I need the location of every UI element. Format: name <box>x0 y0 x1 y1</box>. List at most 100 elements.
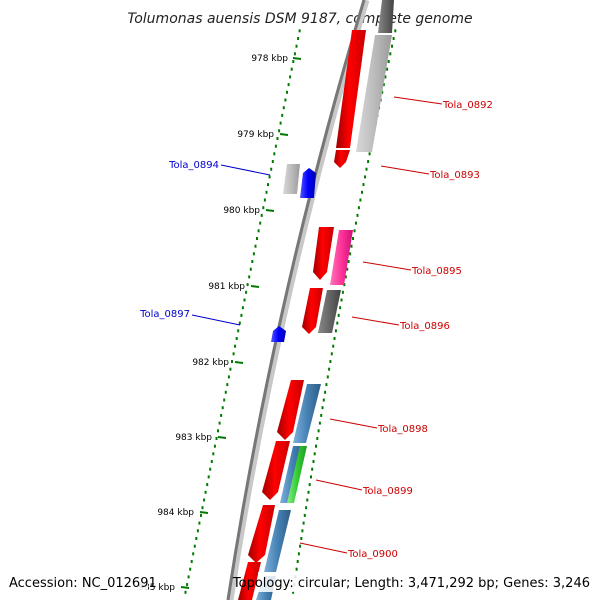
tick-ring-dot <box>293 52 296 56</box>
footer-backdrop-right <box>258 572 596 592</box>
kbp-tick <box>180 586 190 589</box>
topology-text: Topology: circular; Length: 3,471,292 bp… <box>232 576 590 591</box>
tick-ring-dot <box>195 537 198 540</box>
gene-tola-0897[interactable] <box>271 326 286 342</box>
tick-label: 984 kbp <box>157 508 194 518</box>
tick-ring-dot <box>279 121 282 125</box>
tick-ring-dot <box>227 375 230 379</box>
feature-block-gray <box>356 35 392 152</box>
kbp-tick <box>279 133 289 136</box>
tick-ring-dot <box>278 129 281 133</box>
tick-ring-dot <box>262 206 265 210</box>
outer-ring-dot <box>344 275 347 279</box>
gene-label-tola-0894[interactable]: Tola_0894 <box>168 160 219 171</box>
outer-ring-dot <box>341 290 344 294</box>
outer-ring-dot <box>357 206 360 210</box>
gene-tola-0894[interactable] <box>300 168 316 198</box>
outer-ring-dot <box>310 475 312 479</box>
gene-label-tola-0897[interactable]: Tola_0897 <box>139 309 190 320</box>
tick-ring <box>184 29 301 594</box>
leader-tola-0893 <box>380 165 430 175</box>
kbp-tick <box>234 361 244 364</box>
gene-tola-0895[interactable] <box>313 227 334 280</box>
outer-ring-dot <box>301 529 304 533</box>
outer-ring-dot <box>313 452 316 456</box>
tick-ring-dot <box>226 383 229 387</box>
feature-block-blue <box>264 510 291 572</box>
leader-tola-0896 <box>351 316 400 326</box>
outer-ring-dot <box>308 483 311 487</box>
leader-tola-0895 <box>362 261 412 271</box>
gene-tola-0892[interactable] <box>336 30 366 148</box>
tick-ring-dot <box>217 429 219 433</box>
outer-ring-dot <box>387 60 390 63</box>
tick-label: 978 kbp <box>251 54 288 64</box>
tick-ring-dot <box>184 590 187 594</box>
tick-marks <box>180 57 302 589</box>
outer-ring-dot <box>300 537 303 540</box>
tick-ring-dot <box>237 329 240 333</box>
gene-tola-0896[interactable] <box>302 288 323 334</box>
outer-ring-dot <box>292 590 295 594</box>
feature-block-gray <box>283 164 300 194</box>
gene-label-tola-0893[interactable]: Tola_0893 <box>429 170 480 181</box>
feature-block-blue <box>293 384 321 443</box>
tick-ring-dot <box>295 44 298 48</box>
gene-tola-0900[interactable] <box>248 505 275 563</box>
outer-ring-dot <box>295 567 298 571</box>
gene-label-tola-0899[interactable]: Tola_0899 <box>362 486 413 497</box>
feature-block-green <box>287 446 307 503</box>
gene-label-tola-0900[interactable]: Tola_0900 <box>347 549 398 560</box>
tick-ring-dot <box>210 460 213 463</box>
tick-ring-dot <box>209 467 212 471</box>
tick-ring-dot <box>196 529 199 533</box>
outer-ring-dot <box>329 360 332 363</box>
outer-ring-dot <box>337 313 340 317</box>
tick-ring-dot <box>187 575 190 579</box>
tick-label: 982 kbp <box>192 358 229 368</box>
tick-ring-dot <box>213 444 216 448</box>
leader-tola-0892 <box>393 96 443 105</box>
tick-ring-dot <box>259 221 262 225</box>
outer-ring-dot <box>328 367 331 371</box>
outer-ring-dot <box>343 283 346 287</box>
kbp-tick <box>250 285 260 288</box>
outer-ring-dot <box>334 329 337 333</box>
gene-tola-0893[interactable] <box>334 150 350 168</box>
tick-ring-dot <box>281 113 284 117</box>
tick-label: 979 kbp <box>237 130 274 140</box>
gene-forward-red[interactable] <box>238 562 261 600</box>
outer-ring-dot <box>346 267 349 271</box>
tick-ring-dot <box>198 521 201 525</box>
outer-ring-dot <box>332 344 335 348</box>
tick-ring-dot <box>201 506 204 510</box>
leader-tola-0900 <box>299 542 348 554</box>
tick-ring-dot <box>251 260 254 263</box>
kbp-tick <box>292 57 302 60</box>
tick-ring-dot <box>234 344 237 348</box>
tick-ring-dot <box>289 75 292 79</box>
gene-label-tola-0895[interactable]: Tola_0895 <box>411 266 462 277</box>
gene-label-tola-0896[interactable]: Tola_0896 <box>399 321 450 332</box>
tick-ring-dot <box>235 337 238 340</box>
outer-ring-dot <box>299 544 302 548</box>
gene-tola-0899[interactable] <box>262 441 290 500</box>
outer-ring-dot <box>325 383 328 387</box>
outer-ring-dot <box>320 413 323 417</box>
gene-label-tola-0892[interactable]: Tola_0892 <box>442 100 493 111</box>
gene-label-tola-0898[interactable]: Tola_0898 <box>377 424 428 435</box>
tick-ring-dot <box>282 106 285 110</box>
tick-ring-dot <box>223 398 226 402</box>
tick-ring-dot <box>200 513 202 517</box>
gene-tola-0898[interactable] <box>277 380 304 440</box>
gene-labels: Tola_0892 Tola_0893 Tola_0894 Tola_0895 … <box>139 100 493 560</box>
tick-ring-dot <box>243 298 246 302</box>
outer-ring-dot <box>339 306 342 310</box>
tick-ring-dot <box>229 367 232 371</box>
outer-ring-dot <box>349 252 352 256</box>
tick-ring-dot <box>190 560 193 563</box>
outer-ring-dot <box>364 175 366 179</box>
outer-ring-dot <box>365 167 368 171</box>
tick-ring-dot <box>276 137 279 140</box>
outer-ring-dot <box>322 398 325 402</box>
